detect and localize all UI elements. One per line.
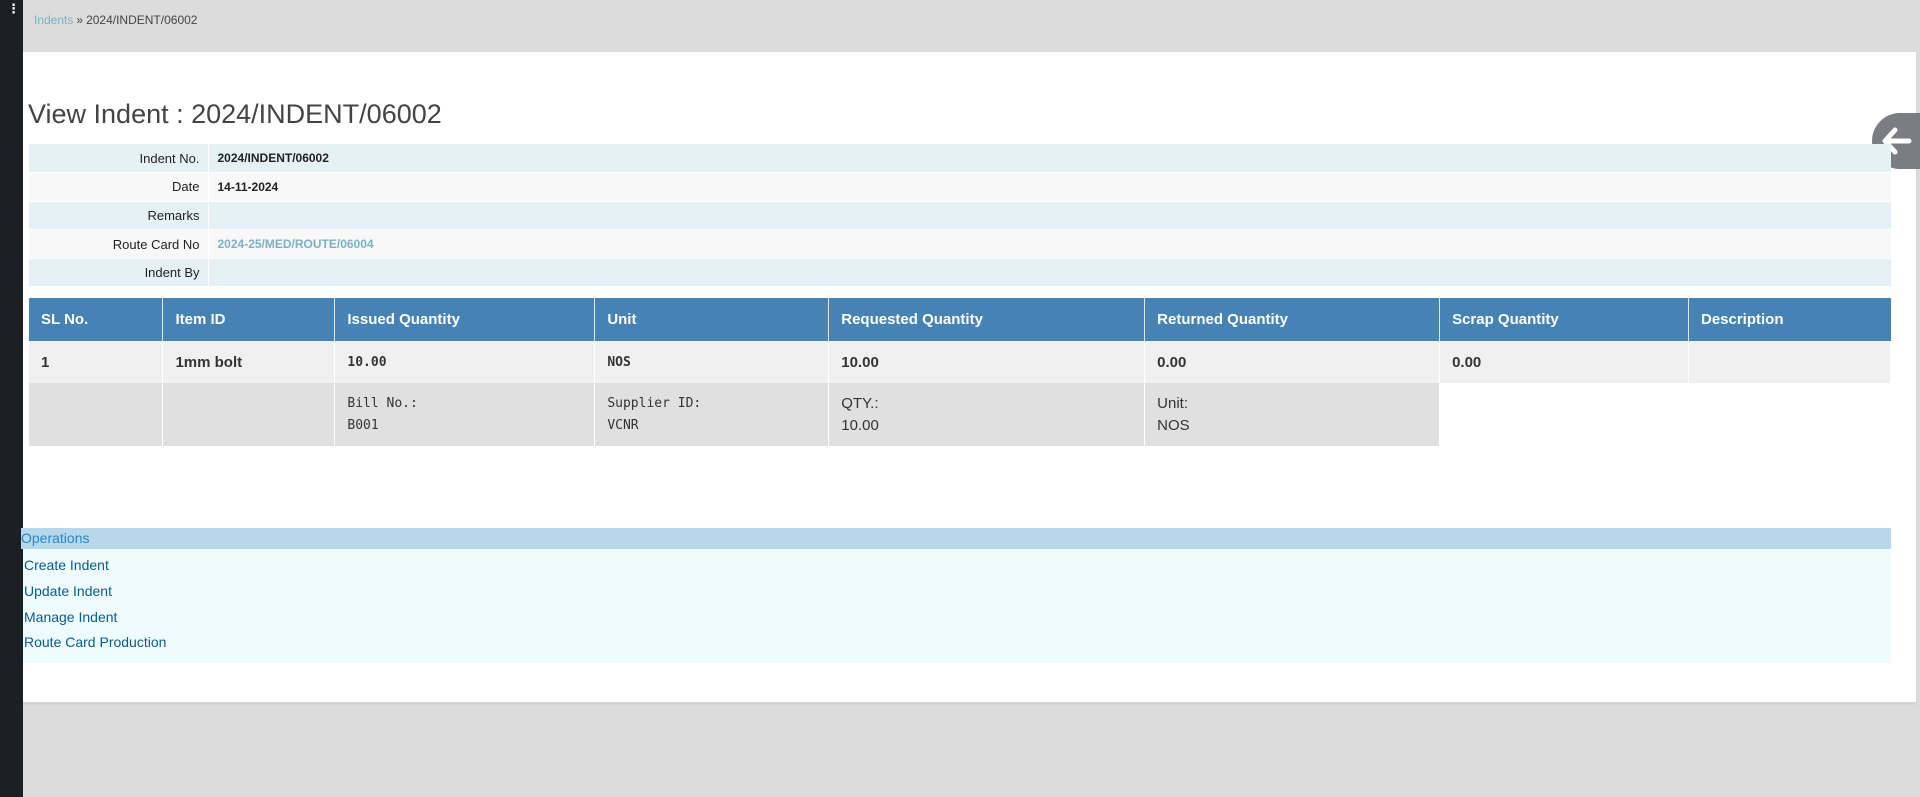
operations-header: Operations [21,528,1891,549]
subrow-empty-cell [29,383,164,446]
cell-item-id: 1mm bolt [162,341,336,383]
cell-sl-no: 1 [29,341,164,383]
operation-link-update-indent[interactable]: Update Indent [24,583,112,599]
breadcrumb-link-indents[interactable]: Indents [34,13,74,27]
cell-description [1688,341,1892,383]
column-header-description[interactable]: Description [1688,298,1891,341]
column-header-scrap-quantity[interactable]: Scrap Quantity [1439,298,1689,341]
table-row: 1 1mm bolt 10.00 NOS 10.00 0.00 0.00 [29,341,1892,383]
cell-scrap-quantity: 0.00 [1439,341,1689,383]
supplier-id-value: VCNR [607,417,639,433]
detail-label: Date [29,172,208,202]
column-header-item-id[interactable]: Item ID [162,298,336,341]
cell-bill-no: Bill No.: B001 [334,383,596,446]
operation-link-create-indent[interactable]: Create Indent [24,557,109,573]
detail-label: Route Card No [29,229,208,259]
detail-row-date: Date 14-11-2024 [29,172,1891,202]
operation-link-route-card-production[interactable]: Route Card Production [24,634,167,650]
items-header-row: SL No. Item ID Issued Quantity Unit Requ… [29,298,1891,341]
sub-unit-value: NOS [1157,416,1190,434]
breadcrumb-current: 2024/INDENT/06002 [86,13,198,27]
subrow-empty-cell [162,383,336,446]
detail-value [207,201,1891,231]
cell-sub-unit: Unit: NOS [1144,383,1441,446]
subrow-blank-cell [1688,383,1891,446]
page-title: View Indent : 2024/INDENT/06002 [28,99,442,129]
detail-value [207,258,1891,288]
cell-supplier-id: Supplier ID: VCNR [594,383,830,446]
breadcrumb: Indents» 2024/INDENT/06002 [34,13,197,27]
qty-label: QTY.: [841,394,879,412]
sub-unit-label: Unit: [1157,394,1188,412]
column-header-issued-quantity[interactable]: Issued Quantity [334,298,596,341]
subrow-blank-cell [1439,383,1689,446]
column-header-unit[interactable]: Unit [594,298,830,341]
table-subrow: Bill No.: B001 Supplier ID: VCNR QTY.: 1… [29,383,1891,446]
indent-items-table: SL No. Item ID Issued Quantity Unit Requ… [29,298,1892,446]
cell-qty: QTY.: 10.00 [828,383,1146,446]
detail-value: 2024/INDENT/06002 [207,144,1891,174]
breadcrumb-separator: » [76,13,84,27]
left-rail: ⋮ [0,0,23,797]
indent-detail-table: Indent No. 2024/INDENT/06002 Date 14-11-… [29,144,1891,288]
operations-menu: Create Indent Update Indent Manage Inden… [23,549,1891,663]
detail-row-route-card: Route Card No 2024-25/MED/ROUTE/06004 [29,229,1891,259]
cell-issued-quantity: 10.00 [334,341,596,383]
detail-label: Indent No. [29,144,208,174]
detail-value: 14-11-2024 [207,172,1891,202]
column-header-requested-quantity[interactable]: Requested Quantity [828,298,1146,341]
qty-value: 10.00 [841,416,879,434]
arrow-left-icon [1882,127,1912,155]
supplier-id-label: Supplier ID: [607,395,702,411]
cell-unit: NOS [594,341,830,383]
menu-dots-icon[interactable]: ⋮ [7,1,20,16]
route-card-link[interactable]: 2024-25/MED/ROUTE/06004 [217,237,374,252]
detail-row-remarks: Remarks [29,201,1891,231]
detail-row-indent-by: Indent By [29,258,1891,288]
detail-value: 2024-25/MED/ROUTE/06004 [207,229,1891,259]
detail-label: Indent By [29,258,208,288]
detail-row-indent-no: Indent No. 2024/INDENT/06002 [29,144,1891,174]
bill-no-label: Bill No.: [347,395,418,411]
column-header-returned-quantity[interactable]: Returned Quantity [1144,298,1441,341]
cell-requested-quantity: 10.00 [828,341,1146,383]
operation-link-manage-indent[interactable]: Manage Indent [24,609,118,625]
column-header-sl-no[interactable]: SL No. [29,298,164,341]
cell-returned-quantity: 0.00 [1144,341,1441,383]
detail-label: Remarks [29,201,208,231]
bill-no-value: B001 [347,417,379,433]
